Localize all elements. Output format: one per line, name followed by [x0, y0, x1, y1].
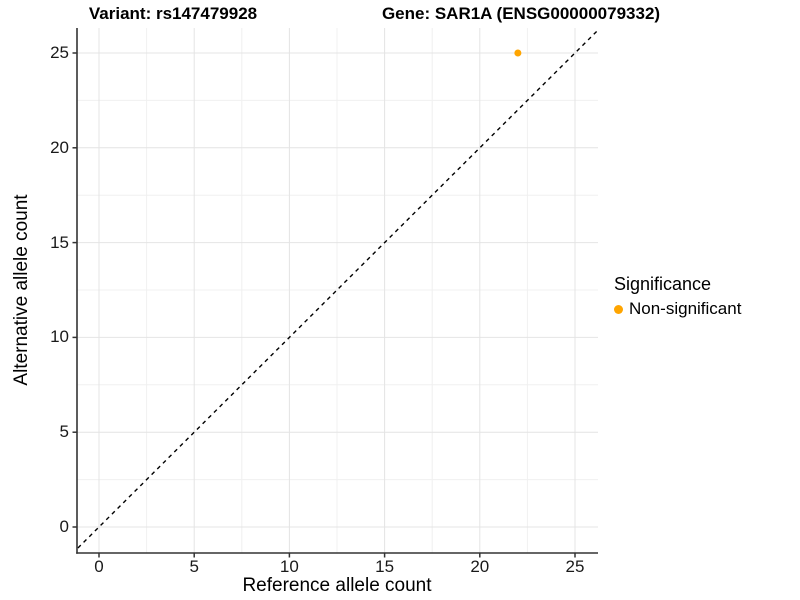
- legend: Significance Non-significant: [614, 274, 741, 319]
- data-point: [514, 49, 522, 57]
- plot-title-gene: Gene: SAR1A (ENSG00000079332): [381, 4, 661, 23]
- y-tick-label: 10: [50, 327, 69, 347]
- x-tick-label: 10: [279, 557, 299, 576]
- y-axis-title: Alternative allele count: [11, 194, 32, 386]
- legend-item-non-significant: Non-significant: [614, 299, 741, 319]
- y-tick-label: 20: [50, 137, 69, 157]
- x-axis-title: Reference allele count: [242, 575, 432, 596]
- legend-item-label: Non-significant: [629, 299, 742, 318]
- y-tick-label: 15: [50, 232, 69, 252]
- y-tick-label: 0: [59, 517, 69, 536]
- x-tick-label: 15: [375, 557, 395, 576]
- plot-title-variant: Variant: rs147479928: [88, 4, 258, 23]
- y-tick-label: 25: [50, 43, 69, 62]
- legend-point-icon: [614, 304, 623, 314]
- y-tick-label: 5: [59, 422, 69, 442]
- x-tick-label: 20: [470, 557, 490, 576]
- x-tick-label: 0: [94, 557, 104, 576]
- identity-dashed-line: [77, 29, 598, 550]
- x-tick-label: 25: [565, 557, 585, 576]
- x-tick-label: 5: [189, 557, 199, 576]
- legend-title: Significance: [614, 274, 712, 294]
